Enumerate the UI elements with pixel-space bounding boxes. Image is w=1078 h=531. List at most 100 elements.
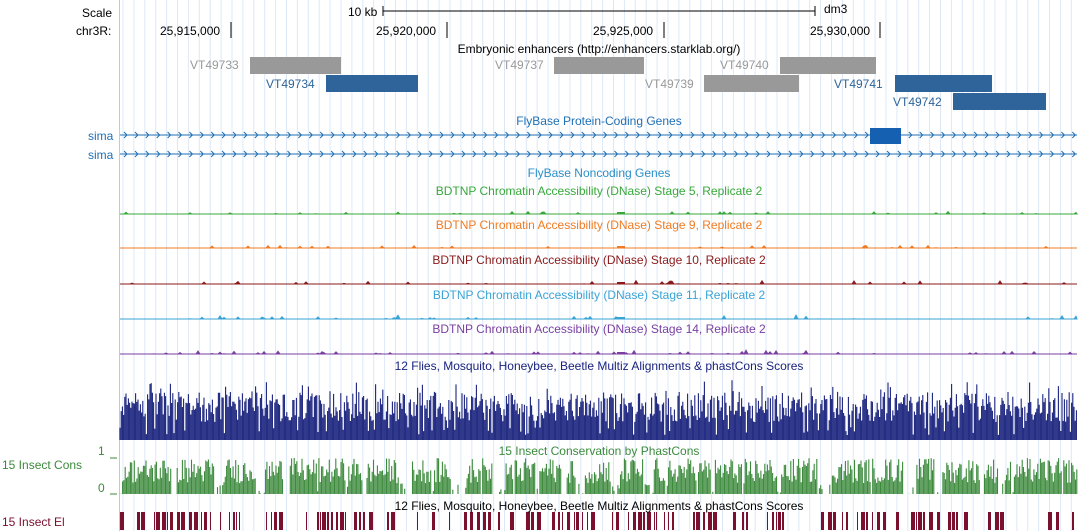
gene-chevron: [123, 131, 128, 139]
dnase-signal: [120, 244, 1077, 249]
dnase-track-title[interactable]: BDTNP Chromatin Accessibility (DNase) St…: [435, 218, 763, 232]
elements-side-label[interactable]: 15 Insect El: [2, 515, 65, 529]
gene-chevron: [396, 131, 401, 139]
conserved-element: [956, 512, 958, 530]
phastcons-track-title[interactable]: 15 Insect Conservation by PhastCons: [498, 444, 700, 458]
gene-chevron: [930, 131, 935, 139]
conserved-element: [177, 512, 180, 530]
gene-chevron: [712, 150, 717, 158]
conserved-element: [331, 512, 333, 530]
gene-chevron: [744, 150, 750, 158]
conserved-element: [1048, 512, 1052, 530]
gene-chevron: [668, 150, 673, 158]
gene-chevron: [1039, 131, 1044, 139]
gene-chevron: [625, 131, 630, 139]
conserved-element: [654, 512, 655, 530]
phastcons-scale-min: 0: [98, 481, 105, 495]
enhancer-label[interactable]: VT49737: [495, 58, 544, 72]
gene-chevron: [1028, 150, 1033, 158]
conserved-element: [693, 512, 695, 530]
enhancer-label[interactable]: VT49742: [893, 95, 942, 109]
gene-chevron: [941, 150, 946, 158]
gene-chevron: [537, 150, 542, 158]
gene-chevron: [570, 131, 575, 139]
gene-chevron: [734, 150, 739, 158]
conserved-element: [616, 512, 619, 530]
noncoding-track-title[interactable]: FlyBase Noncoding Genes: [527, 166, 671, 180]
gene-chevron: [788, 131, 793, 139]
conserved-element: [672, 512, 674, 530]
gene-chevron: [832, 131, 837, 139]
gene-chevron: [308, 131, 314, 139]
gene-label[interactable]: sima: [88, 129, 114, 143]
gene-chevron: [210, 150, 215, 158]
conserved-element: [746, 512, 748, 530]
gene-chevron: [962, 150, 968, 158]
conserved-element: [918, 512, 922, 530]
gene-chevron: [930, 150, 935, 158]
gene-chevron: [592, 150, 597, 158]
gene-chevron: [439, 131, 444, 139]
gene-chevron: [352, 131, 357, 139]
conserved-element: [742, 512, 744, 530]
conserved-element: [567, 512, 570, 530]
gene-chevron: [810, 150, 815, 158]
enhancer-label[interactable]: VT49740: [720, 58, 769, 72]
enhancer-label[interactable]: VT49733: [190, 58, 239, 72]
gene-chevron: [145, 150, 150, 158]
gene-chevron: [614, 131, 619, 139]
gene-chevron: [646, 131, 651, 139]
conserved-element: [733, 512, 736, 530]
gene-label[interactable]: sima: [88, 148, 114, 162]
gene-chevron: [1071, 131, 1077, 139]
scale-bar-label: 10 kb: [348, 5, 378, 19]
multiz-track-title[interactable]: 12 Flies, Mosquito, Honeybee, Beetle Mul…: [394, 359, 804, 373]
gene-chevron: [450, 150, 455, 158]
conserved-element: [668, 512, 669, 530]
phastcons-side-label[interactable]: 15 Insect Cons: [2, 458, 83, 472]
gene-chevron: [1071, 150, 1077, 158]
conserved-element: [576, 512, 579, 530]
gene-chevron: [723, 131, 728, 139]
gene-chevron: [592, 131, 597, 139]
conserved-element: [274, 512, 277, 530]
gene-chevron: [221, 150, 226, 158]
gene-chevron: [679, 131, 684, 139]
conserved-element: [322, 512, 326, 530]
conserved-element: [883, 512, 886, 530]
gene-chevron: [581, 150, 586, 158]
dnase-track-title[interactable]: BDTNP Chromatin Accessibility (DNase) St…: [432, 322, 766, 336]
conserved-element: [937, 512, 940, 530]
dnase-track-title[interactable]: BDTNP Chromatin Accessibility (DNase) St…: [432, 253, 766, 267]
conserved-element: [317, 512, 319, 530]
enhancer-label[interactable]: VT49734: [266, 77, 315, 91]
conserved-element: [120, 512, 124, 530]
gene-chevron: [701, 131, 706, 139]
gene-chevron: [385, 150, 390, 158]
enhancer-label[interactable]: VT49741: [834, 77, 883, 91]
dnase-signal: [120, 210, 1078, 215]
dnase-track-title[interactable]: BDTNP Chromatin Accessibility (DNase) St…: [432, 288, 766, 302]
dnase-track-title[interactable]: BDTNP Chromatin Accessibility (DNase) St…: [435, 184, 763, 198]
gene-chevron: [668, 131, 673, 139]
gene-chevron: [853, 150, 859, 158]
gene-chevron: [1050, 150, 1055, 158]
enhancer-track-title[interactable]: Embryonic enhancers (http://enhancers.st…: [457, 42, 741, 56]
gene-chevron: [1061, 131, 1066, 139]
elements-track-title[interactable]: 12 Flies, Mosquito, Honeybee, Beetle Mul…: [394, 499, 804, 513]
conserved-element: [369, 512, 373, 530]
gene-chevron: [516, 131, 521, 139]
gene-chevron: [548, 131, 553, 139]
gene-chevron: [810, 131, 815, 139]
conserved-element: [656, 512, 657, 530]
gene-chevron: [897, 150, 902, 158]
conserved-element: [201, 512, 202, 530]
gene-chevron: [559, 150, 564, 158]
gene-chevron: [123, 150, 128, 158]
protein-coding-track-title[interactable]: FlyBase Protein-Coding Genes: [516, 114, 682, 128]
conserved-element: [488, 512, 491, 530]
enhancer-label[interactable]: VT49739: [645, 77, 694, 91]
conserved-element: [449, 512, 450, 530]
